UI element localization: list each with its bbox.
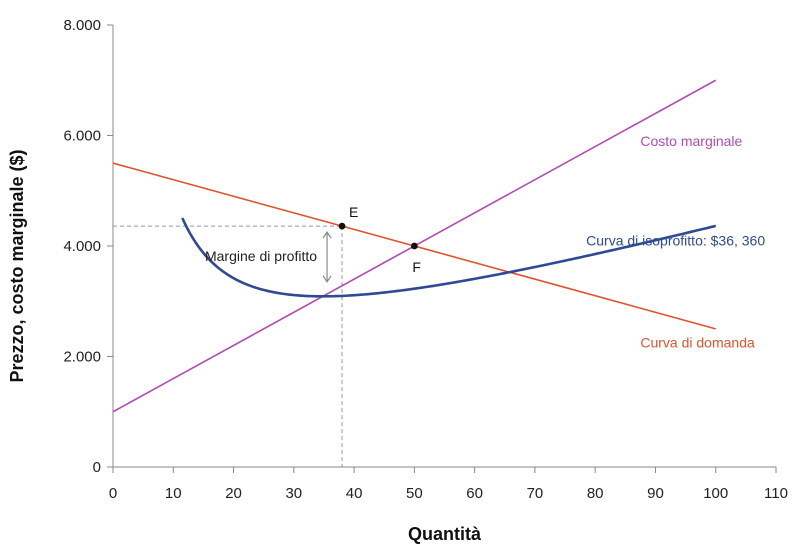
points: E F <box>338 204 421 275</box>
point-e <box>338 222 346 230</box>
profit-margin-label: Margine di profitto <box>205 248 317 264</box>
y-tick-label: 2.000 <box>63 349 101 366</box>
series-labels: Costo marginale Curva di isoprofitto: $3… <box>205 133 765 351</box>
y-tick-label: 8.000 <box>63 17 101 34</box>
x-tick-label: 30 <box>285 485 302 502</box>
point-e-label: E <box>349 204 358 220</box>
x-tick-label: 110 <box>764 485 788 502</box>
demand-label: Curva di domanda <box>640 335 755 351</box>
y-ticks: 0 2.000 4.000 6.000 8.000 <box>63 17 113 476</box>
y-axis-title: Prezzo, costo marginale ($) <box>7 149 27 382</box>
point-f <box>410 242 418 250</box>
x-tick-label: 90 <box>647 485 664 502</box>
x-tick-label: 70 <box>527 485 544 502</box>
x-tick-label: 0 <box>109 485 117 502</box>
arrow-head-down-icon <box>322 275 332 283</box>
x-tick-label: 20 <box>225 485 242 502</box>
isoprofit-label: Curva di isoprofitto: $36, 360 <box>586 232 765 248</box>
x-tick-label: 50 <box>406 485 423 502</box>
point-f-label: F <box>412 259 421 275</box>
y-tick-label: 4.000 <box>63 238 101 255</box>
x-tick-label: 40 <box>346 485 363 502</box>
marginal-cost-label: Costo marginale <box>640 133 742 149</box>
y-tick-label: 6.000 <box>63 128 101 145</box>
x-ticks: 0 10 20 30 40 50 60 70 80 90 100 110 <box>109 467 788 502</box>
x-tick-label: 100 <box>703 485 728 502</box>
x-axis-title: Quantità <box>408 524 482 544</box>
x-tick-label: 60 <box>466 485 483 502</box>
axes: 0 10 20 30 40 50 60 70 80 90 100 110 0 2.000 4.000 6.0… <box>63 17 788 502</box>
profit-margin-arrow <box>322 231 332 283</box>
arrow-head-up-icon <box>322 231 332 239</box>
x-tick-label: 10 <box>165 485 182 502</box>
x-tick-label: 80 <box>587 485 604 502</box>
y-tick-label: 0 <box>93 459 101 476</box>
guide-lines <box>113 225 343 467</box>
isoprofit-curve <box>181 217 717 298</box>
